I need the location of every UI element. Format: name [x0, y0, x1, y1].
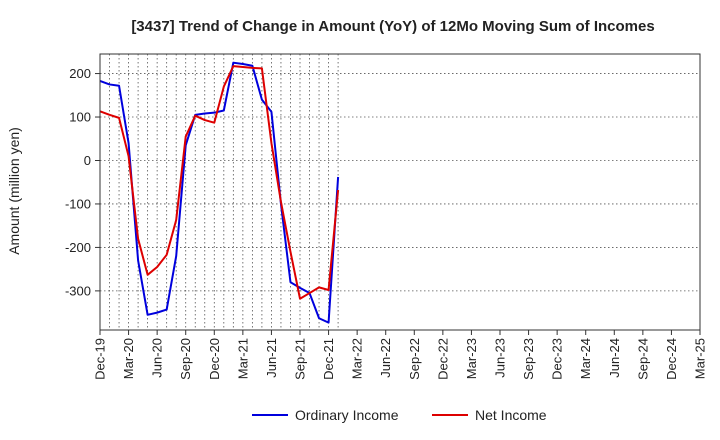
y-tick-label: -100: [65, 196, 91, 211]
x-tick-label: Sep-21: [293, 338, 308, 380]
x-tick-label: Mar-22: [350, 338, 365, 379]
series-line-net-income: [99, 65, 340, 300]
series-group: [99, 61, 340, 324]
chart-title: [3437] Trend of Change in Amount (YoY) o…: [131, 18, 654, 35]
x-tick-label: Dec-22: [435, 338, 450, 380]
x-tick-label: Dec-23: [550, 338, 565, 380]
y-axis-label: Amount (million yen): [6, 127, 22, 255]
legend-label: Net Income: [475, 407, 547, 423]
x-tick-label: Mar-20: [121, 338, 136, 379]
x-tick-label: Sep-24: [635, 338, 650, 380]
y-tick-label: 0: [84, 153, 91, 168]
x-tick-label: Sep-22: [407, 338, 422, 380]
x-axis: Dec-19 Mar-20 Jun-20 Sep-20 Dec-20 Mar-21 Jun-…: [93, 330, 708, 380]
x-tick-label: Jun-22: [378, 338, 393, 378]
y-tick-label: -200: [65, 240, 91, 255]
x-tick-label: Mar-23: [464, 338, 479, 379]
x-tick-label: Mar-21: [235, 338, 250, 379]
x-tick-label: Dec-19: [93, 338, 108, 380]
y-axis: 200 100 0 -100 -200 -300: [65, 66, 100, 298]
x-tick-label: Jun-20: [150, 338, 165, 378]
x-tick-label: Jun-23: [493, 338, 508, 378]
x-tick-label: Sep-20: [178, 338, 193, 380]
plot-area: [99, 53, 701, 331]
legend-label: Ordinary Income: [295, 407, 399, 423]
y-tick-label: 200: [69, 66, 91, 81]
x-tick-label: Dec-21: [321, 338, 336, 380]
legend: Ordinary Income Net Income: [252, 407, 547, 423]
x-tick-label: Mar-24: [578, 338, 593, 379]
x-tick-label: Dec-20: [207, 338, 222, 380]
x-tick-label: Jun-21: [264, 338, 279, 378]
x-tick-label: Mar-25: [693, 338, 708, 379]
y-tick-label: 100: [69, 110, 91, 125]
grid: [100, 54, 700, 330]
x-tick-label: Sep-23: [521, 338, 536, 380]
x-tick-label: Jun-24: [607, 338, 622, 378]
y-tick-label: -300: [65, 283, 91, 298]
x-tick-label: Dec-24: [664, 338, 679, 380]
